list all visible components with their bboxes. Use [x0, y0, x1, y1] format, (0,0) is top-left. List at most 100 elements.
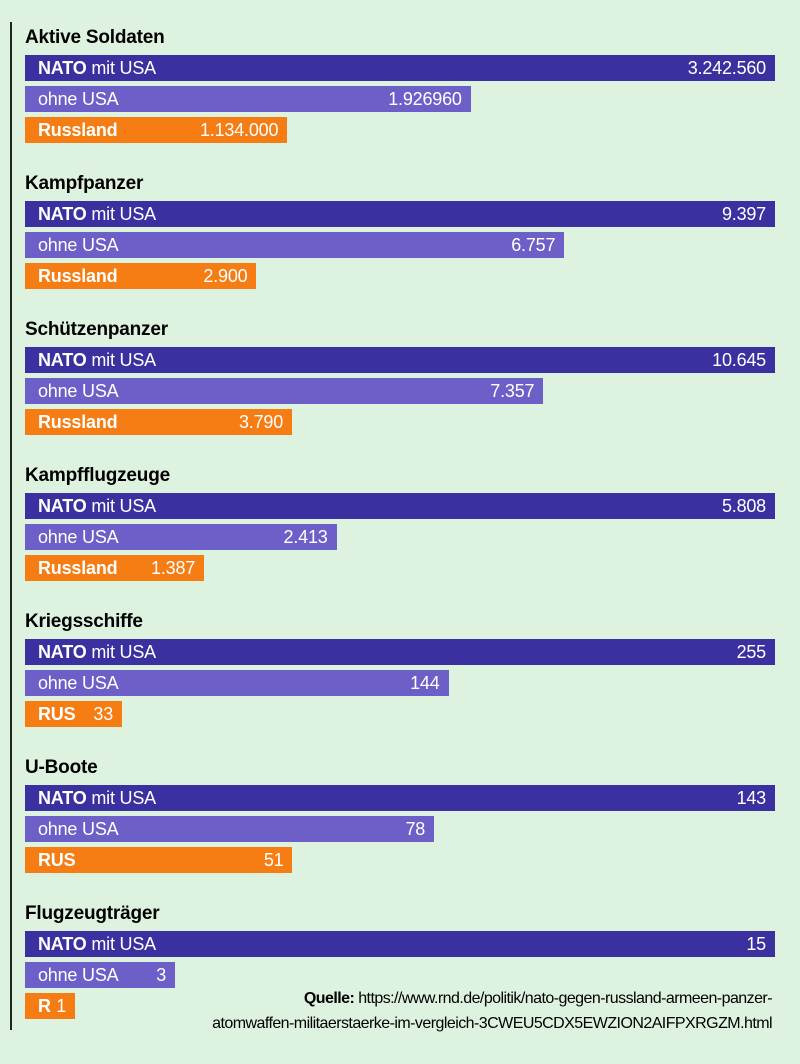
bar-value: 2.413	[283, 527, 328, 547]
bar-row: R 1	[25, 993, 775, 1019]
bar-label: NATO mit USA	[38, 931, 156, 957]
bar-label-rest: ohne USA	[38, 673, 119, 693]
bar-label-rest: mit USA	[86, 496, 156, 516]
bar-row: NATO mit USA 143	[25, 785, 775, 811]
bar-label: NATO mit USA	[38, 785, 156, 811]
bar-label-rest: mit USA	[86, 642, 156, 662]
section-title: Aktive Soldaten	[25, 27, 165, 48]
bar-row: RUS 33	[25, 701, 775, 727]
section-bars: NATO mit USA 255 ohne USA 144 RUS 33	[25, 639, 775, 727]
bar-label-rest: mit USA	[86, 788, 156, 808]
bar-label: NATO mit USA	[38, 347, 156, 373]
source-url-part-1: https://www.rnd.de/politik/nato-gegen-ru…	[358, 990, 772, 1007]
bar-row: ohne USA 2.413	[25, 524, 775, 550]
bar-row: Russland 2.900	[25, 263, 775, 289]
chart-section: Kriegsschiffe NATO mit USA 255 ohne USA …	[25, 612, 775, 727]
bar-label-bold: NATO	[38, 350, 87, 370]
bar-label: RUS	[38, 847, 76, 873]
bar-label: Russland	[38, 117, 118, 143]
bar-label-bold: NATO	[38, 934, 87, 954]
bar-row: Russland 1.387	[25, 555, 775, 581]
bar-value: 9.397	[721, 204, 766, 224]
section-title: Schützenpanzer	[25, 319, 168, 340]
bar-label: ohne USA	[38, 962, 119, 988]
bar-label-bold: Russland	[38, 266, 118, 286]
bar-label: ohne USA	[38, 86, 119, 112]
bar-label-bold: Russland	[38, 120, 118, 140]
bar-value: 1.134.000	[200, 120, 279, 140]
bar: NATO mit USA 255	[25, 639, 775, 665]
bar-row: NATO mit USA 10.645	[25, 347, 775, 373]
bar-label-bold: RUS	[38, 850, 76, 870]
bar-label-bold: Russland	[38, 558, 118, 578]
bar-label: ohne USA	[38, 816, 119, 842]
bar: RUS 51	[25, 847, 293, 873]
bar-value: 1.387	[151, 558, 196, 578]
bar-label-bold: NATO	[38, 642, 87, 662]
bar: ohne USA 144	[25, 670, 449, 696]
bar-value: 78	[405, 819, 426, 839]
bar: ohne USA 78	[25, 816, 435, 842]
bar-label: RUS	[38, 701, 76, 727]
bar-label: Russland	[38, 409, 118, 435]
section-title: U-Boote	[25, 757, 98, 778]
bar-label-rest: mit USA	[86, 204, 156, 224]
bar-label-rest: mit USA	[86, 934, 156, 954]
bar-label: NATO mit USA	[38, 55, 156, 81]
bar-label-rest: ohne USA	[38, 235, 119, 255]
bar-row: NATO mit USA 9.397	[25, 201, 775, 227]
bar-value: 1.926960	[388, 89, 462, 109]
section-title: Kampfflugzeuge	[25, 465, 170, 486]
bar-label: NATO mit USA	[38, 639, 156, 665]
bar-value: 144	[410, 673, 440, 693]
bar-label-bold: Russland	[38, 412, 118, 432]
bar-label-bold: R	[38, 996, 51, 1016]
section-bars: NATO mit USA 143 ohne USA 78 RUS 51	[25, 785, 775, 873]
bar-label: R	[38, 993, 51, 1019]
chart-section: Flugzeugträger NATO mit USA 15 ohne USA …	[25, 904, 775, 1019]
chart-sections: Aktive Soldaten NATO mit USA 3.242.560 o…	[25, 0, 775, 1050]
bar-value: 33	[93, 704, 114, 724]
bar-label: ohne USA	[38, 232, 119, 258]
bar: ohne USA 1.926960	[25, 86, 471, 112]
bar: NATO mit USA 10.645	[25, 347, 775, 373]
bar-row: Russland 1.134.000	[25, 117, 775, 143]
bar-row: ohne USA 6.757	[25, 232, 775, 258]
bar-label-rest: ohne USA	[38, 381, 119, 401]
bar: ohne USA 2.413	[25, 524, 337, 550]
bar-value: 3.790	[238, 412, 284, 432]
bar: ohne USA 6.757	[25, 232, 565, 258]
bar-label-bold: NATO	[38, 788, 87, 808]
section-title: Flugzeugträger	[25, 903, 160, 924]
source-line-2: atomwaffen-militaerstaerke-im-vergleich-…	[212, 1011, 772, 1036]
bar-label-rest: ohne USA	[38, 965, 119, 985]
bar-value: 5.808	[721, 496, 766, 516]
bar: NATO mit USA 3.242.560	[25, 55, 775, 81]
bar: NATO mit USA 15	[25, 931, 775, 957]
bar-label-rest: ohne USA	[38, 89, 119, 109]
bar-row: NATO mit USA 5.808	[25, 493, 775, 519]
bar: Russland 2.900	[25, 263, 257, 289]
bar: Russland 1.387	[25, 555, 205, 581]
bar-value: 15	[746, 934, 766, 954]
section-bars: NATO mit USA 9.397 ohne USA 6.757 Russla…	[25, 201, 775, 289]
bar-row: NATO mit USA 15	[25, 931, 775, 957]
section-bars: NATO mit USA 5.808 ohne USA 2.413 Russla…	[25, 493, 775, 581]
bar-row: ohne USA 1.926960	[25, 86, 775, 112]
bar-label-rest: mit USA	[86, 350, 156, 370]
chart-section: U-Boote NATO mit USA 143 ohne USA 78 RUS…	[25, 758, 775, 873]
bar-value: 7.357	[490, 381, 535, 401]
bar-label-bold: NATO	[38, 58, 87, 78]
bar-label: ohne USA	[38, 524, 119, 550]
section-bars: NATO mit USA 3.242.560 ohne USA 1.926960…	[25, 55, 775, 143]
bar-label: Russland	[38, 555, 118, 581]
bar-row: ohne USA 7.357	[25, 378, 775, 404]
bar: NATO mit USA 143	[25, 785, 775, 811]
section-bars: NATO mit USA 10.645 ohne USA 7.357 Russl…	[25, 347, 775, 435]
bar-value: 3	[156, 965, 166, 985]
section-bars: NATO mit USA 15 ohne USA 3 R 1	[25, 931, 775, 1019]
bar: NATO mit USA 5.808	[25, 493, 775, 519]
source-citation: Quelle: https://www.rnd.de/politik/nato-…	[212, 986, 772, 1036]
bar-row: Russland 3.790	[25, 409, 775, 435]
